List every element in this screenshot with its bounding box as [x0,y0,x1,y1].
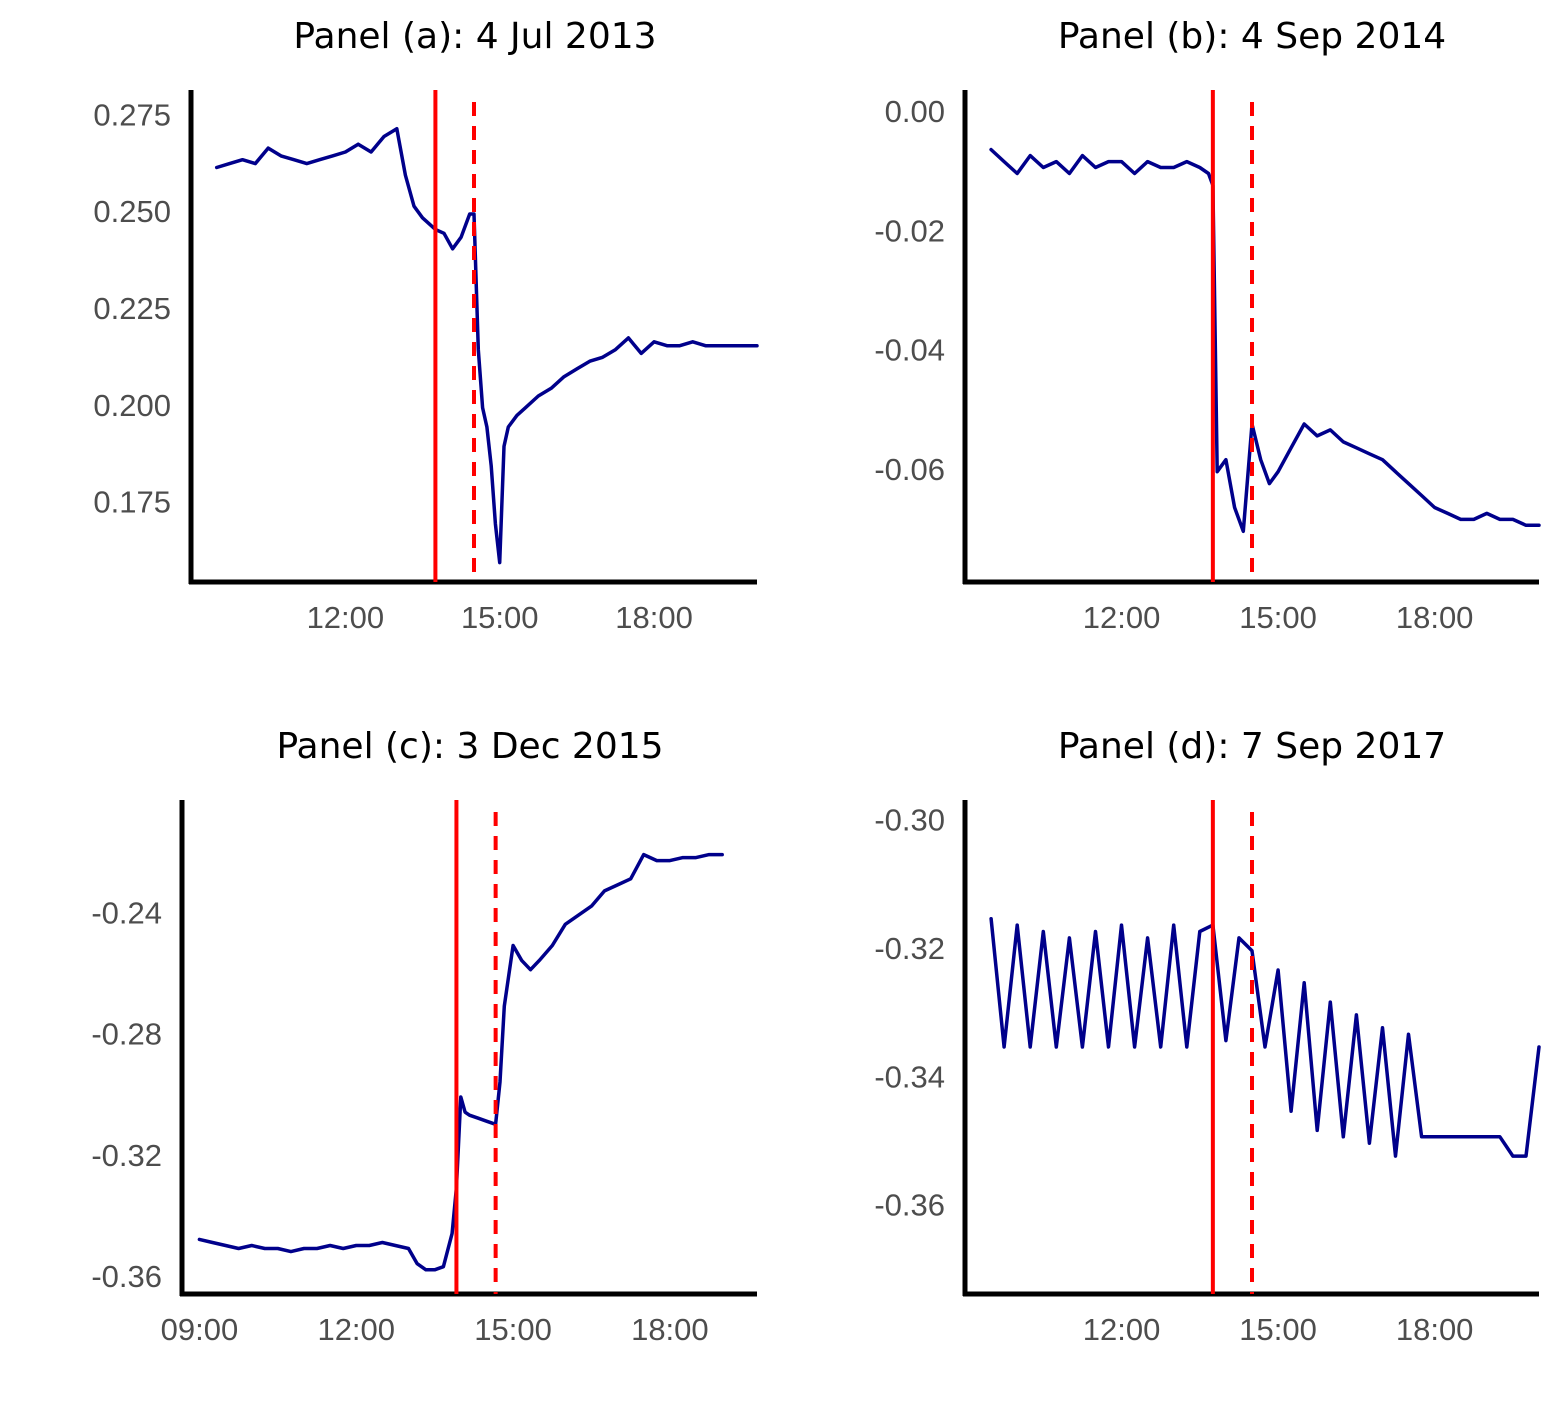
x-tick-label: 12:00 [1083,1312,1161,1347]
panel-d: Panel (d): 7 Sep 2017 12:00 15:00 18:00 -0.3… [874,726,1541,1347]
y-tick-label: 0.275 [93,97,171,132]
y-tick-label: -0.34 [874,1059,945,1094]
x-tick-label: 12:00 [1083,600,1161,635]
x-tick-label: 18:00 [631,1312,709,1347]
y-tick-label: -0.36 [91,1259,162,1294]
x-tick-label: 15:00 [1239,600,1317,635]
panel-a: Panel (a): 4 Jul 2013 12:00 15:00 18:00 0.27… [93,16,759,635]
series-line [989,147,1541,534]
y-tick-label: -0.24 [91,895,162,930]
x-tick-label: 12:00 [307,600,385,635]
series-line [989,916,1541,1158]
x-tick-label: 12:00 [317,1312,395,1347]
y-tick-label: -0.02 [874,213,945,248]
y-tick-label: 0.00 [885,94,945,129]
x-tick-label: 18:00 [1396,600,1474,635]
y-tick-label: -0.30 [874,803,945,838]
y-tick-label: -0.28 [91,1017,162,1052]
panel-title: Panel (d): 7 Sep 2017 [1058,726,1446,767]
panel-c: Panel (c): 3 Dec 2015 09:00 12:00 15:00 18:0… [91,726,757,1347]
x-tick-label: 15:00 [461,600,539,635]
panel-title: Panel (c): 3 Dec 2015 [276,726,663,767]
x-tick-label: 15:00 [474,1312,552,1347]
y-tick-label: -0.36 [874,1188,945,1223]
y-tick-label: -0.32 [874,931,945,966]
panel-title: Panel (b): 4 Sep 2014 [1058,16,1446,57]
y-tick-label: 0.225 [93,291,171,326]
x-tick-label: 09:00 [161,1312,239,1347]
y-tick-label: -0.04 [874,333,945,368]
y-tick-label: -0.06 [874,452,945,487]
y-tick-label: 0.200 [93,388,171,423]
y-tick-label: 0.175 [93,485,171,520]
x-tick-label: 15:00 [1239,1312,1317,1347]
x-tick-label: 18:00 [1396,1312,1474,1347]
panel-title: Panel (a): 4 Jul 2013 [293,16,656,57]
panel-b: Panel (b): 4 Sep 2014 12:00 15:00 18:00 0.00… [874,16,1541,635]
series-line [214,126,759,565]
y-tick-label: 0.250 [93,194,171,229]
x-tick-label: 18:00 [615,600,693,635]
y-tick-label: -0.32 [91,1138,162,1173]
series-line [197,852,724,1272]
